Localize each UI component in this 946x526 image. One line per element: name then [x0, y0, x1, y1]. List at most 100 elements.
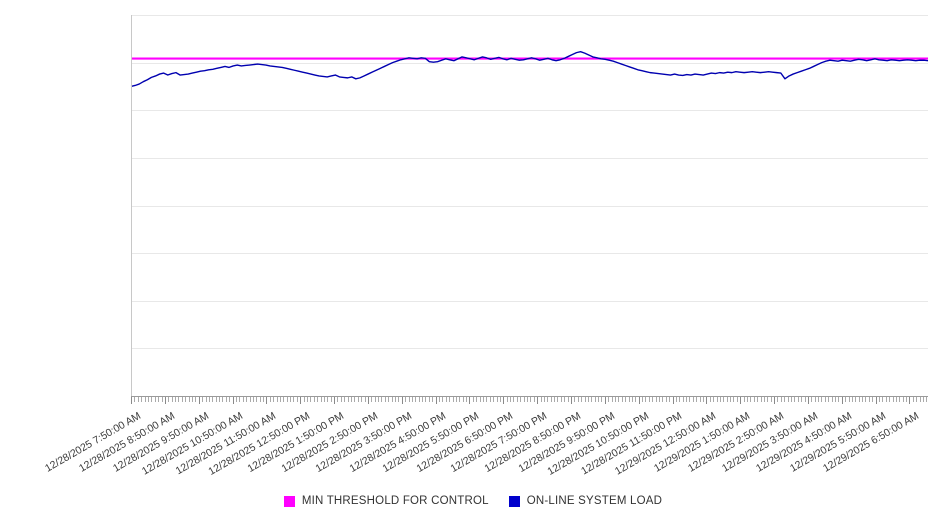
- x-tick-minor: [912, 397, 914, 402]
- x-tick-minor: [279, 397, 281, 402]
- x-tick-minor: [415, 397, 417, 402]
- legend-swatch-icon: [508, 495, 520, 507]
- gridline: [131, 63, 928, 64]
- x-tick-minor: [723, 397, 725, 402]
- x-tick-minor: [493, 397, 495, 402]
- x-tick-minor: [212, 397, 214, 402]
- x-tick-minor: [746, 397, 748, 402]
- x-tick-minor: [361, 397, 363, 402]
- legend-item[interactable]: ON-LINE SYSTEM LOAD: [508, 495, 662, 507]
- x-tick-minor: [689, 397, 691, 402]
- x-tick-minor: [351, 397, 352, 402]
- x-tick-minor: [787, 397, 789, 402]
- x-tick-minor: [499, 397, 501, 402]
- x-tick-minor: [513, 397, 515, 402]
- x-tick-major: [367, 397, 369, 404]
- x-tick-minor: [523, 397, 525, 402]
- x-tick-minor: [357, 397, 359, 402]
- legend-item[interactable]: MIN THRESHOLD FOR CONTROL: [283, 495, 489, 507]
- x-tick-minor: [527, 397, 528, 402]
- x-tick-minor: [848, 397, 850, 402]
- x-tick-minor: [442, 397, 444, 402]
- x-tick-minor: [801, 397, 803, 402]
- x-tick-minor: [598, 397, 599, 402]
- x-tick-minor: [797, 397, 799, 402]
- y-axis: [131, 15, 132, 396]
- x-tick-minor: [794, 397, 796, 402]
- x-tick-minor: [686, 397, 687, 402]
- x-tick-minor: [818, 397, 819, 402]
- x-tick-minor: [144, 397, 146, 402]
- x-tick-minor: [777, 397, 779, 402]
- x-tick-major: [198, 397, 200, 404]
- x-tick-minor: [327, 397, 329, 402]
- x-tick-minor: [293, 397, 295, 402]
- x-tick-minor: [459, 397, 461, 402]
- x-tick-minor: [834, 397, 836, 402]
- x-tick-minor: [283, 397, 285, 402]
- gridline: [131, 348, 928, 349]
- x-tick-minor: [486, 397, 488, 402]
- gridline: [131, 110, 928, 111]
- x-tick-minor: [269, 397, 271, 402]
- gridline: [131, 206, 928, 207]
- x-tick-minor: [851, 397, 853, 402]
- x-tick-major: [841, 397, 843, 404]
- x-tick-minor: [868, 397, 870, 402]
- x-tick-minor: [611, 397, 613, 402]
- x-tick-minor: [137, 397, 139, 402]
- x-tick-minor: [175, 397, 176, 402]
- x-tick-minor: [506, 397, 508, 402]
- series-line-load: [130, 50, 929, 88]
- x-axis-ticks: [131, 397, 928, 404]
- x-tick-minor: [587, 397, 589, 402]
- x-tick-minor: [767, 397, 769, 402]
- x-tick-minor: [618, 397, 620, 402]
- x-tick-minor: [550, 397, 552, 402]
- x-tick-minor: [466, 397, 467, 402]
- x-tick-minor: [757, 397, 759, 402]
- x-tick-minor: [141, 397, 143, 402]
- x-tick-minor: [439, 397, 440, 402]
- x-tick-minor: [229, 397, 231, 402]
- x-tick-minor: [713, 397, 715, 402]
- x-tick-minor: [838, 397, 840, 402]
- x-tick-minor: [428, 397, 430, 402]
- legend-swatch-icon: [283, 495, 295, 507]
- x-tick-minor: [554, 397, 555, 402]
- x-tick-major: [807, 397, 809, 404]
- x-tick-minor: [246, 397, 248, 402]
- x-tick-major: [164, 397, 166, 404]
- x-tick-minor: [750, 397, 752, 402]
- x-tick-minor: [317, 397, 319, 402]
- x-tick-minor: [560, 397, 562, 402]
- x-tick-major: [469, 397, 471, 404]
- x-tick-minor: [364, 397, 366, 402]
- x-tick-minor: [378, 397, 380, 402]
- x-tick-minor: [398, 397, 400, 402]
- x-tick-major: [774, 397, 775, 404]
- x-tick-minor: [411, 397, 413, 402]
- x-tick-minor: [418, 397, 420, 402]
- x-tick-minor: [692, 397, 694, 402]
- x-tick-minor: [716, 397, 718, 402]
- x-tick-minor: [154, 397, 156, 402]
- x-tick-minor: [631, 397, 633, 402]
- x-tick-minor: [263, 397, 264, 402]
- x-tick-minor: [347, 397, 349, 402]
- x-tick-minor: [354, 397, 356, 402]
- x-tick-minor: [577, 397, 579, 402]
- x-tick-minor: [699, 397, 701, 402]
- x-tick-minor: [635, 397, 637, 402]
- x-tick-minor: [320, 397, 322, 402]
- x-tick-minor: [858, 397, 860, 402]
- x-tick-minor: [916, 397, 918, 402]
- x-tick-minor: [256, 397, 258, 402]
- gridline: [131, 15, 928, 16]
- x-tick-minor: [811, 397, 813, 402]
- x-tick-minor: [760, 397, 762, 402]
- x-tick-minor: [675, 397, 677, 402]
- x-tick-minor: [296, 397, 298, 402]
- x-tick-major: [435, 397, 437, 404]
